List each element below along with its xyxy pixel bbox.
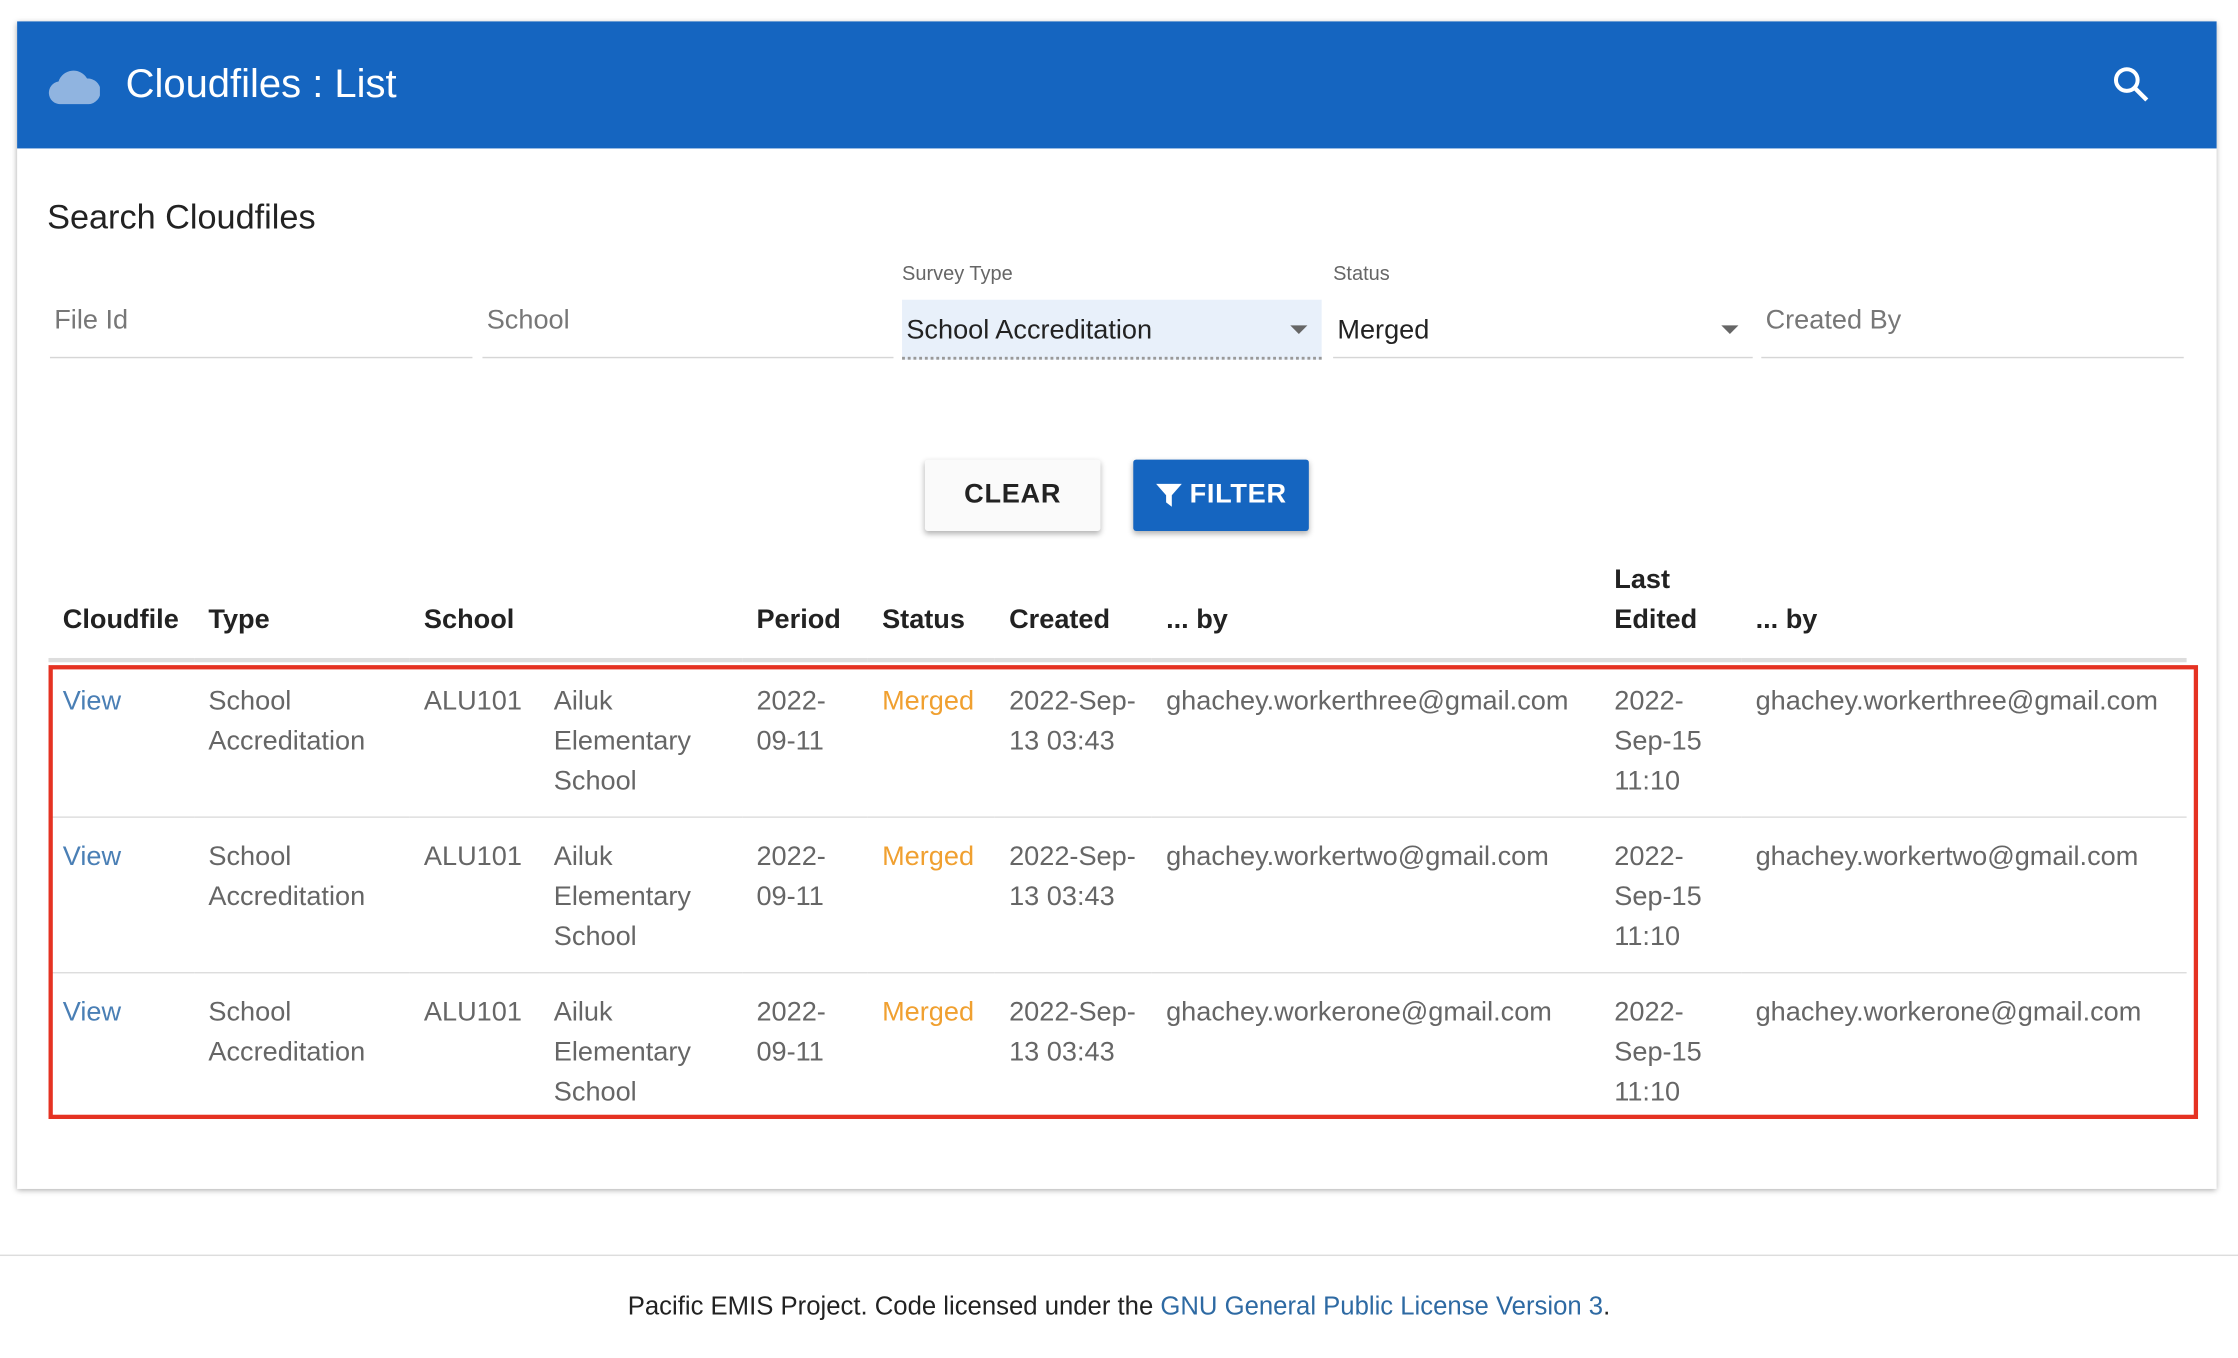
card: Cloudfiles : List Search Cloudfiles File… (17, 21, 2217, 1189)
placeholder: Created By (1765, 305, 1902, 336)
table-cell: 2022-09-11 (742, 660, 868, 818)
table-row: View School Accreditation ALU101 Ailuk Elem… (48, 660, 2187, 818)
column-header: Status (867, 560, 995, 663)
file-id-input[interactable]: File Id (49, 300, 473, 359)
table-row: View School Accreditation ALU101 Ailuk Elem… (48, 817, 2187, 974)
table-body: View School Accreditation ALU101 Ailuk Elem… (48, 660, 2187, 1128)
caret (1290, 325, 1308, 334)
page-title: Cloudfiles : List (125, 61, 397, 106)
table-cell: 2022-Sep-15 11:10 (1614, 997, 1702, 1108)
table-cell: ghachey.workerone@gmail.com (1166, 997, 1552, 1028)
select-value: Merged (1337, 315, 1430, 346)
column-header: Period (742, 560, 868, 663)
table-cell: ALU101 (409, 817, 540, 974)
field-label: Status (1333, 261, 1390, 285)
status: Merged (882, 842, 975, 873)
search-icon[interactable] (2111, 64, 2151, 104)
column-header: School (409, 560, 743, 663)
table-head: Cloudfile Type School Period Status Created..… (48, 560, 2187, 663)
table-cell: ghachey.workertwo@gmail.com (1151, 817, 1601, 974)
status: Merged (882, 997, 975, 1028)
table-cell: 2022-Sep-13 03:43 (994, 817, 1152, 974)
table-cell: ghachey.workerone@gmail.com (1755, 997, 2142, 1028)
table-cell: 2022-Sep-13 03:43 (1009, 997, 1136, 1068)
license-link[interactable]: GNU General Public License Version 3 (1160, 1291, 1604, 1321)
column-header: Created (994, 560, 1152, 663)
table-cell: Ailuk Elementary School (553, 997, 691, 1108)
school-input[interactable]: School (482, 300, 894, 359)
table-cell: Merged (867, 817, 995, 974)
column-header: Last Edited (1600, 560, 1742, 663)
table-cell: View (49, 973, 195, 1128)
field-label: Survey Type (902, 261, 1013, 285)
table-cell: 2022-Sep-15 11:10 (1600, 817, 1742, 974)
survey-type-select[interactable]: School Accreditation (902, 299, 1322, 360)
view-link[interactable]: View (62, 842, 122, 873)
table-cell: ghachey.workerthree@gmail.com (1151, 660, 1601, 818)
status: Merged (882, 686, 975, 717)
column-header: Type (194, 560, 410, 663)
table-cell: ghachey.workertwo@gmail.com (1741, 817, 2187, 974)
toolbar: Cloudfiles : List (17, 21, 2217, 149)
table-cell: View (48, 660, 195, 818)
table-cell: Merged (868, 973, 995, 1128)
table-cell: View (48, 817, 195, 974)
results-table: Cloudfile Type School Period Status Created..… (48, 560, 2187, 1128)
table-cell: Ailuk Elementary School (539, 817, 743, 974)
table-row: View School Accreditation ALU101 Ailuk Elem… (49, 973, 2187, 1128)
caret (1721, 325, 1739, 334)
footer: Pacific EMIS Project. Code licensed unde… (0, 1254, 2238, 1322)
column-header: Cloudfile (48, 560, 195, 663)
footer-text: Pacific EMIS Project. Code licensed unde… (627, 1291, 1154, 1321)
table-cell: Ailuk Elementary School (539, 660, 743, 818)
select-value: School Accreditation (906, 315, 1153, 346)
clear-button[interactable]: CLEAR (924, 459, 1101, 531)
created-by-input[interactable]: Created By (1761, 300, 2184, 359)
table-cell: ALU101 (409, 660, 540, 818)
table-cell: 2022-09-11 (742, 817, 868, 974)
table-cell: School Accreditation (194, 817, 410, 974)
search-title: Search Cloudfiles (47, 198, 316, 237)
table-cell: 2022-09-11 (756, 997, 826, 1068)
view-link[interactable]: View (62, 686, 122, 717)
table-cell: School Accreditation (208, 997, 366, 1068)
placeholder: School (486, 305, 570, 336)
table-cell: 2022-Sep-13 03:43 (994, 660, 1152, 818)
header-row: Cloudfile Type School Period Status Created..… (48, 560, 2187, 663)
footer-end: . (1603, 1291, 1611, 1321)
view-link[interactable]: View (62, 997, 122, 1028)
button-label: FILTER (1189, 479, 1287, 510)
table-cell: ghachey.workerthree@gmail.com (1741, 660, 2187, 818)
table-cell: 2022-Sep-15 11:10 (1600, 660, 1742, 818)
filter-button[interactable]: FILTER (1133, 459, 1309, 531)
table-cell: Merged (867, 660, 995, 818)
table-cell: School Accreditation (194, 660, 410, 818)
table-cell: ALU101 (423, 997, 522, 1028)
column-header: ... by (1741, 560, 2187, 663)
placeholder: File Id (54, 305, 129, 336)
status-select[interactable]: Merged (1333, 300, 1753, 359)
filter-icon (1156, 483, 1183, 507)
column-header: ... by (1151, 560, 1601, 663)
cloud-icon (48, 70, 100, 105)
